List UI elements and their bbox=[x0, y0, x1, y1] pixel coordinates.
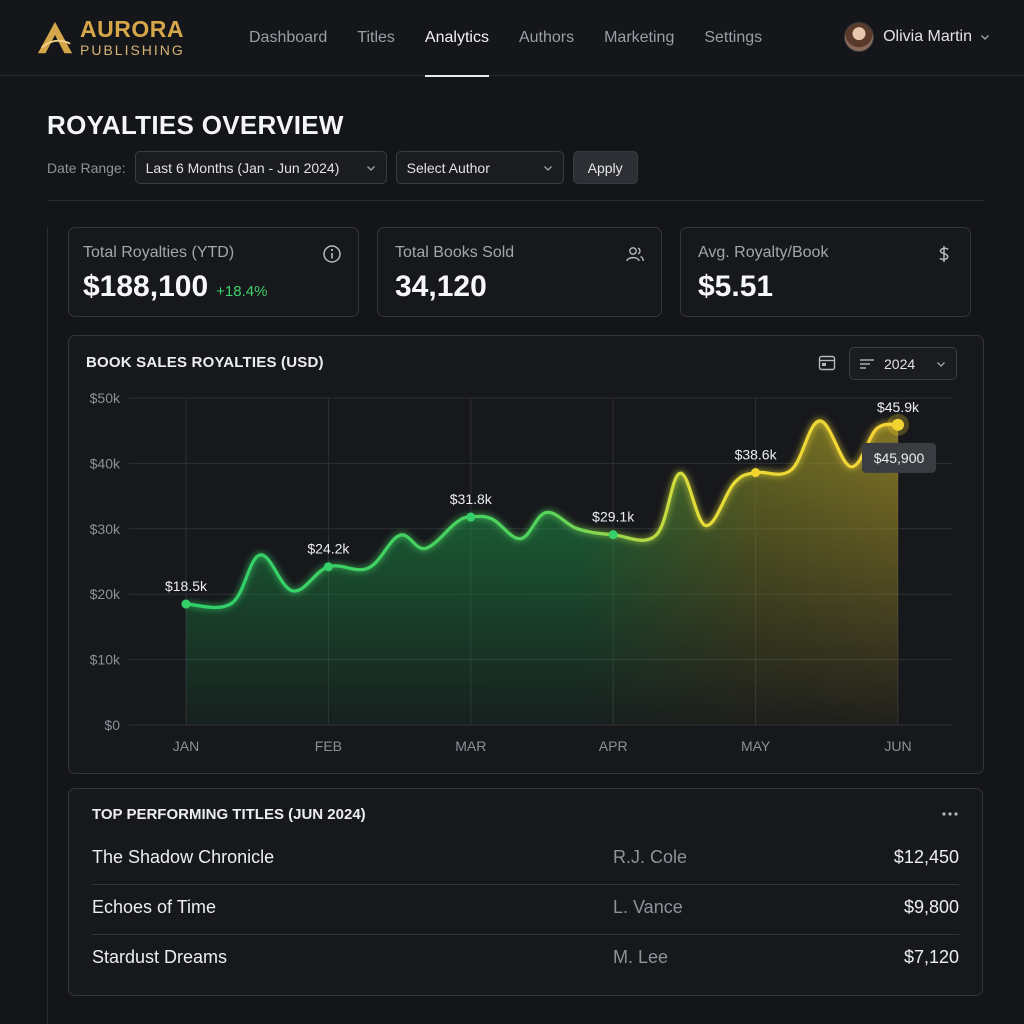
row-title: Echoes of Time bbox=[92, 897, 217, 917]
brand-name: AURORA bbox=[80, 16, 184, 42]
brand-sub: PUBLISHING bbox=[80, 42, 185, 58]
table-title: TOP PERFORMING TITLES (JUN 2024) bbox=[92, 806, 366, 823]
x-tick-label: JAN bbox=[173, 738, 199, 754]
page-title: ROYALTIES OVERVIEW bbox=[47, 110, 344, 140]
dollar-icon bbox=[939, 246, 949, 262]
data-point bbox=[608, 530, 618, 540]
data-point bbox=[466, 512, 476, 522]
tooltip-value: $45,900 bbox=[874, 450, 925, 466]
data-label: $38.6k bbox=[735, 447, 778, 463]
kpi-delta: +18.4% bbox=[216, 283, 268, 300]
kpi-value-text: $188,100 bbox=[83, 270, 209, 303]
more-options-icon[interactable] bbox=[940, 809, 960, 819]
tooltip-box bbox=[862, 442, 936, 473]
date-range-label: Date Range: bbox=[47, 159, 126, 176]
calendar-icon[interactable] bbox=[818, 354, 836, 372]
chart-title: BOOK SALES ROYALTIES (USD) bbox=[86, 354, 324, 371]
kpi-card-books-sold: Total Books Sold 34,120 bbox=[377, 227, 662, 317]
top-navigation-bar: AURORA PUBLISHING Dashboard Titles Analy… bbox=[0, 0, 1024, 77]
kpi-value: $188,100 +18.4% bbox=[83, 270, 267, 304]
aurora-logo-icon bbox=[37, 21, 73, 53]
avatar bbox=[844, 22, 875, 52]
nav-settings[interactable]: Settings bbox=[704, 29, 763, 46]
filter-lines-icon bbox=[860, 358, 874, 369]
data-point bbox=[892, 418, 904, 431]
apply-button[interactable]: Apply bbox=[572, 151, 638, 184]
table-row[interactable]: Echoes of Time L. Vance $9,800 bbox=[92, 885, 959, 935]
users-icon bbox=[626, 247, 644, 262]
kpi-label: Avg. Royalty/Book bbox=[698, 244, 829, 261]
data-label: $24.2k bbox=[307, 541, 350, 557]
x-tick-label: APR bbox=[599, 738, 628, 754]
filter-bar: Date Range: Last 6 Months (Jan - Jun 202… bbox=[47, 151, 638, 184]
x-tick-label: FEB bbox=[315, 738, 342, 754]
brand-logo[interactable]: AURORA PUBLISHING bbox=[36, 18, 185, 57]
y-tick-label: $20k bbox=[90, 586, 121, 602]
y-tick-label: $50k bbox=[90, 390, 121, 406]
user-name: Olivia Martin bbox=[883, 28, 972, 45]
nav-dashboard[interactable]: Dashboard bbox=[249, 29, 328, 46]
table-row[interactable]: The Shadow Chronicle R.J. Cole $12,450 bbox=[92, 835, 959, 885]
table-row[interactable]: Stardust Dreams M. Lee $7,120 bbox=[92, 935, 959, 985]
author-select-value: Select Author bbox=[406, 159, 490, 176]
chevron-down-icon bbox=[937, 361, 945, 367]
row-amount: $7,120 bbox=[903, 947, 959, 967]
top-titles-card: TOP PERFORMING TITLES (JUN 2024) The Sha… bbox=[68, 788, 983, 996]
date-range-select[interactable]: Last 6 Months (Jan - Jun 2024) bbox=[134, 151, 387, 184]
row-author: R.J. Cole bbox=[613, 847, 688, 867]
royalties-chart-card: BOOK SALES ROYALTIES (USD) 2024 bbox=[68, 335, 984, 774]
nav-marketing[interactable]: Marketing bbox=[604, 29, 675, 46]
chevron-down-icon bbox=[981, 35, 989, 40]
year-select[interactable]: 2024 bbox=[849, 347, 957, 380]
info-icon[interactable] bbox=[322, 244, 342, 264]
header-divider bbox=[47, 200, 984, 201]
chart-area-fill bbox=[186, 420, 898, 725]
data-point bbox=[751, 468, 761, 478]
y-tick-label: $10k bbox=[90, 652, 121, 668]
main-nav: Dashboard Titles Analytics Authors Marke… bbox=[234, 0, 777, 77]
data-label: $18.5k bbox=[165, 578, 208, 594]
user-menu[interactable]: Olivia Martin bbox=[844, 22, 990, 52]
chevron-down-icon bbox=[366, 165, 375, 171]
row-title: The Shadow Chronicle bbox=[92, 847, 275, 867]
row-title: Stardust Dreams bbox=[92, 947, 228, 967]
x-tick-label: JUN bbox=[884, 738, 911, 754]
kpi-card-avg-royalty: Avg. Royalty/Book $5.51 bbox=[680, 227, 971, 317]
data-label: $31.8k bbox=[450, 491, 493, 507]
row-author: M. Lee bbox=[613, 947, 669, 967]
chevron-down-icon bbox=[543, 165, 552, 171]
nav-titles[interactable]: Titles bbox=[357, 29, 395, 46]
kpi-label: Total Books Sold bbox=[395, 244, 515, 261]
row-amount: $12,450 bbox=[893, 847, 959, 867]
kpi-label: Total Royalties (YTD) bbox=[83, 244, 235, 261]
y-tick-label: $30k bbox=[90, 521, 121, 537]
kpi-value: $5.51 bbox=[698, 270, 774, 303]
row-author: L. Vance bbox=[613, 897, 683, 917]
data-point bbox=[181, 599, 191, 609]
kpi-value: 34,120 bbox=[395, 270, 487, 303]
date-range-value: Last 6 Months (Jan - Jun 2024) bbox=[145, 159, 340, 176]
royalties-area-chart: $0 $10k $20k $30k $40k $50k JAN FEB MAR APR MAY JUN… bbox=[90, 390, 952, 754]
data-label: $45.9k bbox=[877, 399, 920, 415]
content-left-rule bbox=[47, 227, 48, 1024]
row-amount: $9,800 bbox=[903, 897, 959, 917]
x-tick-label: MAY bbox=[741, 738, 771, 754]
y-tick-label: $0 bbox=[104, 717, 120, 733]
nav-authors[interactable]: Authors bbox=[518, 29, 575, 46]
nav-analytics[interactable]: Analytics bbox=[410, 0, 504, 77]
y-tick-label: $40k bbox=[90, 455, 121, 471]
hover-tooltip: $45,900 bbox=[862, 442, 936, 473]
author-select[interactable]: Select Author bbox=[395, 151, 564, 184]
kpi-card-total-royalties: Total Royalties (YTD) $188,100 +18.4% bbox=[68, 227, 359, 317]
x-tick-label: MAR bbox=[455, 738, 486, 754]
data-label: $29.1k bbox=[592, 509, 635, 525]
year-value: 2024 bbox=[884, 355, 916, 372]
data-point bbox=[323, 562, 333, 572]
